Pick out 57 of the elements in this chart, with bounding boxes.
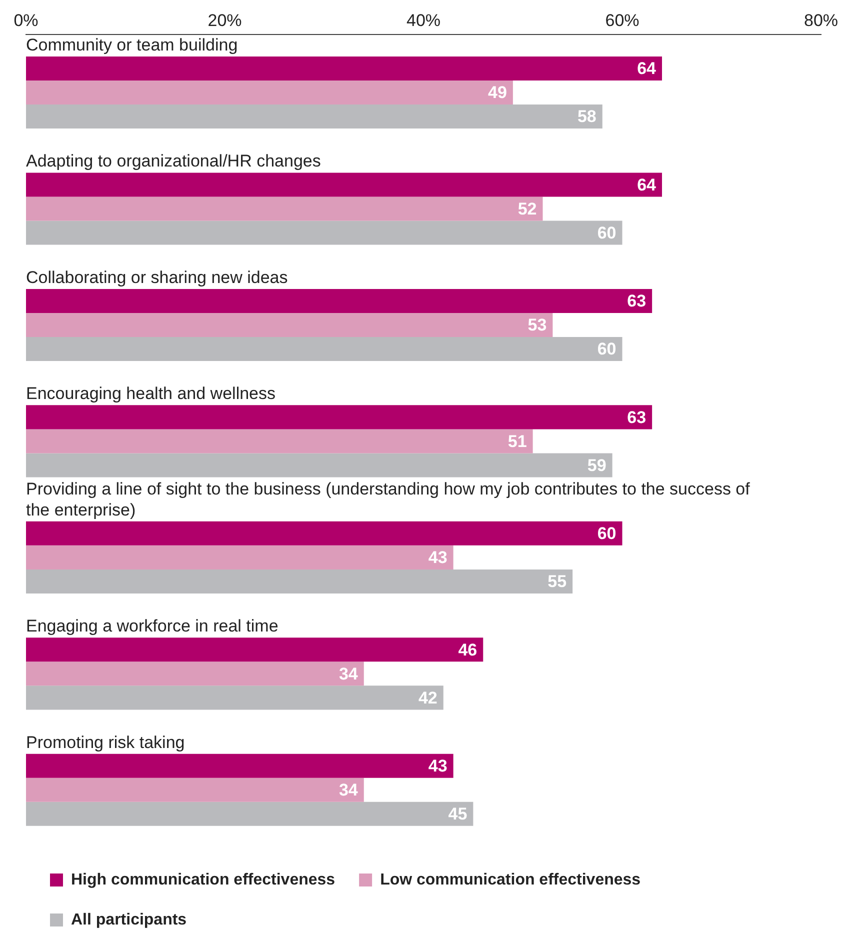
y-tick-label: Engaging a workforce in real time: [26, 616, 278, 636]
data-label: 64: [637, 59, 657, 78]
y-tick-label: Collaborating or sharing new ideas: [26, 268, 288, 287]
x-tick-label: 60%: [605, 10, 640, 30]
data-label: 51: [508, 432, 527, 451]
data-label: 60: [597, 340, 616, 359]
data-label: 60: [597, 524, 616, 544]
bar: [26, 453, 612, 478]
x-tick-label: 20%: [208, 10, 242, 30]
data-label: 49: [488, 83, 507, 102]
bar: [26, 802, 474, 826]
y-tick-label: Providing a line of sight to the business (understanding how my job contributes to the success of the enterprise): [26, 479, 750, 520]
legend-label: High communication effectiveness: [71, 871, 336, 888]
bar: [26, 56, 662, 81]
bar: [26, 405, 652, 430]
bar: [26, 778, 364, 802]
x-tick-label: 0%: [14, 10, 38, 30]
bar: [26, 312, 553, 337]
y-tick-label: Adapting to organizational/HR changes: [26, 152, 321, 171]
bar: [26, 172, 662, 197]
bar: [26, 545, 454, 570]
data-label: 45: [448, 804, 468, 824]
bar: [26, 288, 652, 313]
data-label: 58: [577, 107, 596, 126]
bar: [26, 662, 364, 686]
x-tick-label: 80%: [804, 10, 838, 30]
data-label: 59: [587, 456, 606, 475]
bar: [26, 80, 513, 105]
y-tick-label: Promoting risk taking: [26, 732, 185, 752]
x-tick-label: 40%: [406, 10, 441, 30]
legend-label: All participants: [71, 911, 187, 928]
y-tick-label: Community or team building: [26, 35, 238, 54]
bar: [26, 754, 454, 778]
data-label: 42: [418, 688, 438, 708]
data-label: 46: [458, 640, 478, 660]
data-label: 43: [428, 548, 448, 568]
bar: [26, 196, 543, 221]
data-label: 60: [597, 223, 616, 242]
legend-label: Low communication effectiveness: [380, 871, 641, 888]
bar: [26, 521, 622, 546]
y-tick-label: Encouraging health and wellness: [26, 384, 276, 404]
bar: [26, 569, 573, 594]
data-label: 55: [548, 572, 567, 592]
data-label: 53: [528, 316, 547, 335]
bar: [26, 638, 484, 662]
bar: [26, 104, 602, 129]
data-label: 64: [637, 175, 657, 194]
bar: [26, 336, 622, 362]
data-label: 52: [518, 199, 537, 218]
data-label: 63: [627, 292, 646, 311]
bar: [26, 220, 622, 245]
data-label: 34: [338, 780, 358, 800]
data-label: 34: [338, 664, 358, 684]
bar: [26, 686, 444, 710]
bar: [26, 429, 533, 454]
data-label: 63: [627, 408, 646, 427]
data-label: 43: [428, 756, 448, 776]
